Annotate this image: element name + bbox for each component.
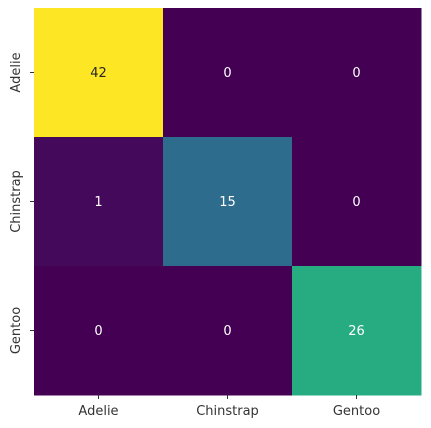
heatmap-cells [34,8,422,396]
x-tick-label-0: Adelie [78,404,118,419]
heatmap-cell-2-1 [163,266,293,396]
cell-annotations: 42 0 0 1 15 0 0 0 26 [90,66,365,339]
cell-value-2-2: 26 [348,324,365,339]
y-tick-label-2: Gentoo [9,307,24,354]
cell-value-1-0: 1 [94,195,102,210]
heatmap-cell-0-2 [292,8,422,138]
cell-value-0-0: 42 [90,66,107,81]
cell-value-2-1: 0 [223,324,231,339]
cell-value-1-2: 0 [352,195,360,210]
cell-value-1-1: 15 [219,195,236,210]
cell-value-0-2: 0 [352,66,360,81]
cell-value-2-0: 0 [94,324,102,339]
y-tick-label-1: Chinstrap [9,170,24,233]
heatmap-cell-0-1 [163,8,293,138]
y-tick-label-0: Adelie [9,52,24,92]
x-tick-label-1: Chinstrap [196,404,259,419]
heatmap-cell-2-2 [292,266,422,396]
x-tick-label-2: Gentoo [333,404,380,419]
heatmap-cell-1-2 [292,137,422,267]
cell-value-0-1: 0 [223,66,231,81]
heatmap-cell-1-1 [163,137,293,267]
heatmap-cell-2-0 [34,266,164,396]
heatmap-cell-1-0 [34,137,164,267]
x-axis: Adelie Chinstrap Gentoo [78,395,380,419]
heatmap-cell-0-0 [34,8,164,138]
y-axis: Adelie Chinstrap Gentoo [9,52,34,354]
